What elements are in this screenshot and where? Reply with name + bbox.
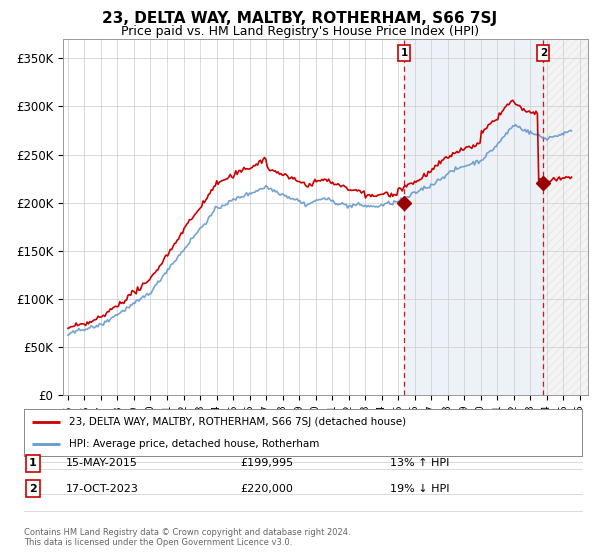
Text: 2: 2 [29, 484, 37, 493]
Text: 2: 2 [539, 48, 547, 58]
Text: 1: 1 [29, 459, 37, 468]
Text: 15-MAY-2015: 15-MAY-2015 [66, 459, 138, 468]
Text: HPI: Average price, detached house, Rotherham: HPI: Average price, detached house, Roth… [68, 438, 319, 449]
Bar [543, 39, 588, 395]
Text: Price paid vs. HM Land Registry's House Price Index (HPI): Price paid vs. HM Land Registry's House … [121, 25, 479, 38]
Text: £220,000: £220,000 [240, 484, 293, 493]
Text: 1: 1 [401, 48, 408, 58]
Text: 17-OCT-2023: 17-OCT-2023 [66, 484, 139, 493]
Bar [404, 39, 543, 395]
Text: 13% ↑ HPI: 13% ↑ HPI [390, 459, 449, 468]
Text: Contains HM Land Registry data © Crown copyright and database right 2024.: Contains HM Land Registry data © Crown c… [24, 528, 350, 536]
Text: 23, DELTA WAY, MALTBY, ROTHERHAM, S66 7SJ: 23, DELTA WAY, MALTBY, ROTHERHAM, S66 7S… [103, 11, 497, 26]
Text: This data is licensed under the Open Government Licence v3.0.: This data is licensed under the Open Gov… [24, 538, 292, 547]
Text: £199,995: £199,995 [240, 459, 293, 468]
Text: 23, DELTA WAY, MALTBY, ROTHERHAM, S66 7SJ (detached house): 23, DELTA WAY, MALTBY, ROTHERHAM, S66 7S… [68, 417, 406, 427]
Text: 19% ↓ HPI: 19% ↓ HPI [390, 484, 449, 493]
